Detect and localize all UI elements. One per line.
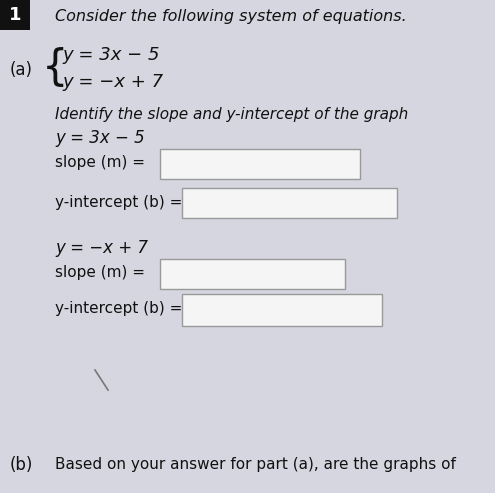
Text: y = −x + 7: y = −x + 7	[55, 239, 148, 257]
Text: Identify the slope and y-intercept of the graph: Identify the slope and y-intercept of th…	[55, 107, 408, 122]
FancyBboxPatch shape	[0, 0, 30, 30]
Text: y = 3x − 5: y = 3x − 5	[62, 46, 159, 64]
Text: 1: 1	[9, 6, 21, 24]
FancyBboxPatch shape	[160, 149, 360, 179]
FancyBboxPatch shape	[160, 259, 345, 289]
Text: Based on your answer for part (a), are the graphs of: Based on your answer for part (a), are t…	[55, 458, 456, 472]
Text: slope (m) =: slope (m) =	[55, 155, 145, 171]
FancyBboxPatch shape	[182, 188, 397, 218]
Text: y-intercept (b) =: y-intercept (b) =	[55, 195, 182, 210]
Text: Consider the following system of equations.: Consider the following system of equatio…	[55, 9, 407, 25]
Text: {: {	[42, 47, 68, 89]
Text: y-intercept (b) =: y-intercept (b) =	[55, 301, 182, 316]
Text: slope (m) =: slope (m) =	[55, 266, 145, 281]
Text: y = −x + 7: y = −x + 7	[62, 73, 163, 91]
Text: y = 3x − 5: y = 3x − 5	[55, 129, 145, 147]
Text: (b): (b)	[10, 456, 33, 474]
Text: (a): (a)	[10, 61, 33, 79]
FancyBboxPatch shape	[182, 294, 382, 326]
